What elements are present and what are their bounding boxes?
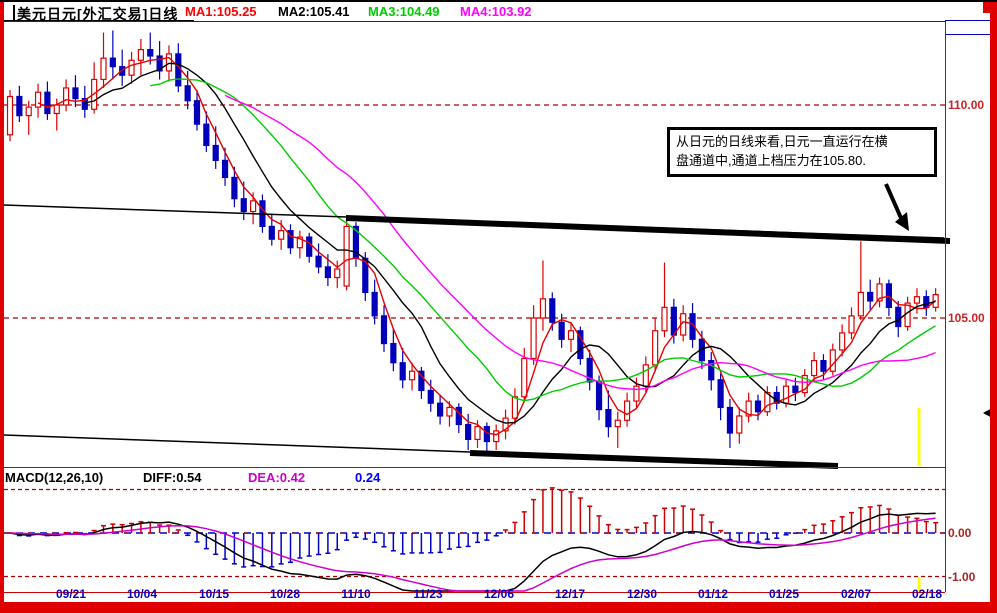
x-axis-date: 09/21 — [55, 587, 87, 601]
macd-lines — [9, 512, 936, 592]
macd-axis-label: 0.00 — [948, 526, 972, 540]
annotation-box: 从日元的日线来看,日元一直运行在横 盘通道中,通道上档压力在105.80. — [667, 127, 937, 177]
gutter-line-top — [945, 20, 990, 21]
x-axis-date: 01/25 — [768, 587, 800, 601]
macd-axis-label: -1.00 — [948, 570, 976, 584]
x-axis-date: 10/28 — [269, 587, 301, 601]
annotation-line1: 从日元的日线来看,日元一直运行在横 — [676, 134, 888, 149]
macd-bar-label: 0.24 — [355, 470, 381, 485]
x-axis-date: 01/12 — [697, 587, 729, 601]
gutter-line-bottom — [945, 34, 990, 35]
ma1-label: MA1:105.25 — [185, 4, 257, 19]
x-axis-date: 11/10 — [341, 587, 371, 601]
price-axis-label: 105.00 — [948, 311, 985, 325]
annotation-line2: 盘通道中,通道上档压力在105.80. — [676, 152, 866, 168]
frame-right — [990, 2, 997, 613]
x-axis-date: 10/15 — [198, 587, 230, 601]
page-title: 美元日元[外汇交易]日线 — [17, 6, 179, 22]
diff-line — [9, 512, 936, 592]
frame-top — [0, 0, 997, 2]
price-axis-label: 110.00 — [948, 98, 985, 112]
ma-line-4 — [224, 94, 936, 391]
moving-averages — [37, 56, 937, 436]
macd-histogram — [7, 487, 939, 568]
ma4-label: MA4:103.92 — [460, 4, 532, 19]
macd-bottom-line — [4, 592, 945, 593]
header-separator — [4, 21, 945, 22]
x-axis-date: 12/30 — [626, 587, 658, 601]
x-axis-date: 02/18 — [911, 587, 943, 601]
ma2-label: MA2:105.41 — [278, 4, 350, 19]
annotation-arrow — [884, 183, 909, 231]
ma-line-2 — [84, 62, 936, 424]
dea-line — [9, 517, 936, 592]
x-axis-date: 12/06 — [483, 587, 515, 601]
price-axis-line — [945, 21, 946, 592]
main-macd-separator — [4, 467, 945, 468]
x-axis-date: 10/04 — [126, 587, 158, 601]
candlesticks — [6, 30, 939, 453]
macd-dea-label: DEA:0.42 — [248, 470, 306, 485]
frame-left — [0, 2, 4, 613]
x-axis-date: 02/07 — [840, 587, 872, 601]
channel-trendlines — [3, 204, 951, 469]
title-tick — [13, 5, 15, 20]
corner-red-square — [983, 2, 997, 13]
reference-lines — [4, 104, 945, 578]
macd-diff-label: DIFF:0.54 — [143, 470, 202, 485]
frame-bottom — [0, 602, 997, 613]
x-axis-date: 12/17 — [554, 587, 586, 601]
ma-line-3 — [150, 78, 936, 402]
ma-line-1 — [37, 56, 937, 436]
ma3-label: MA3:104.49 — [368, 4, 440, 19]
macd-formula-label: MACD(12,26,10) — [5, 470, 104, 485]
x-axis-date: 11/23 — [413, 587, 443, 601]
